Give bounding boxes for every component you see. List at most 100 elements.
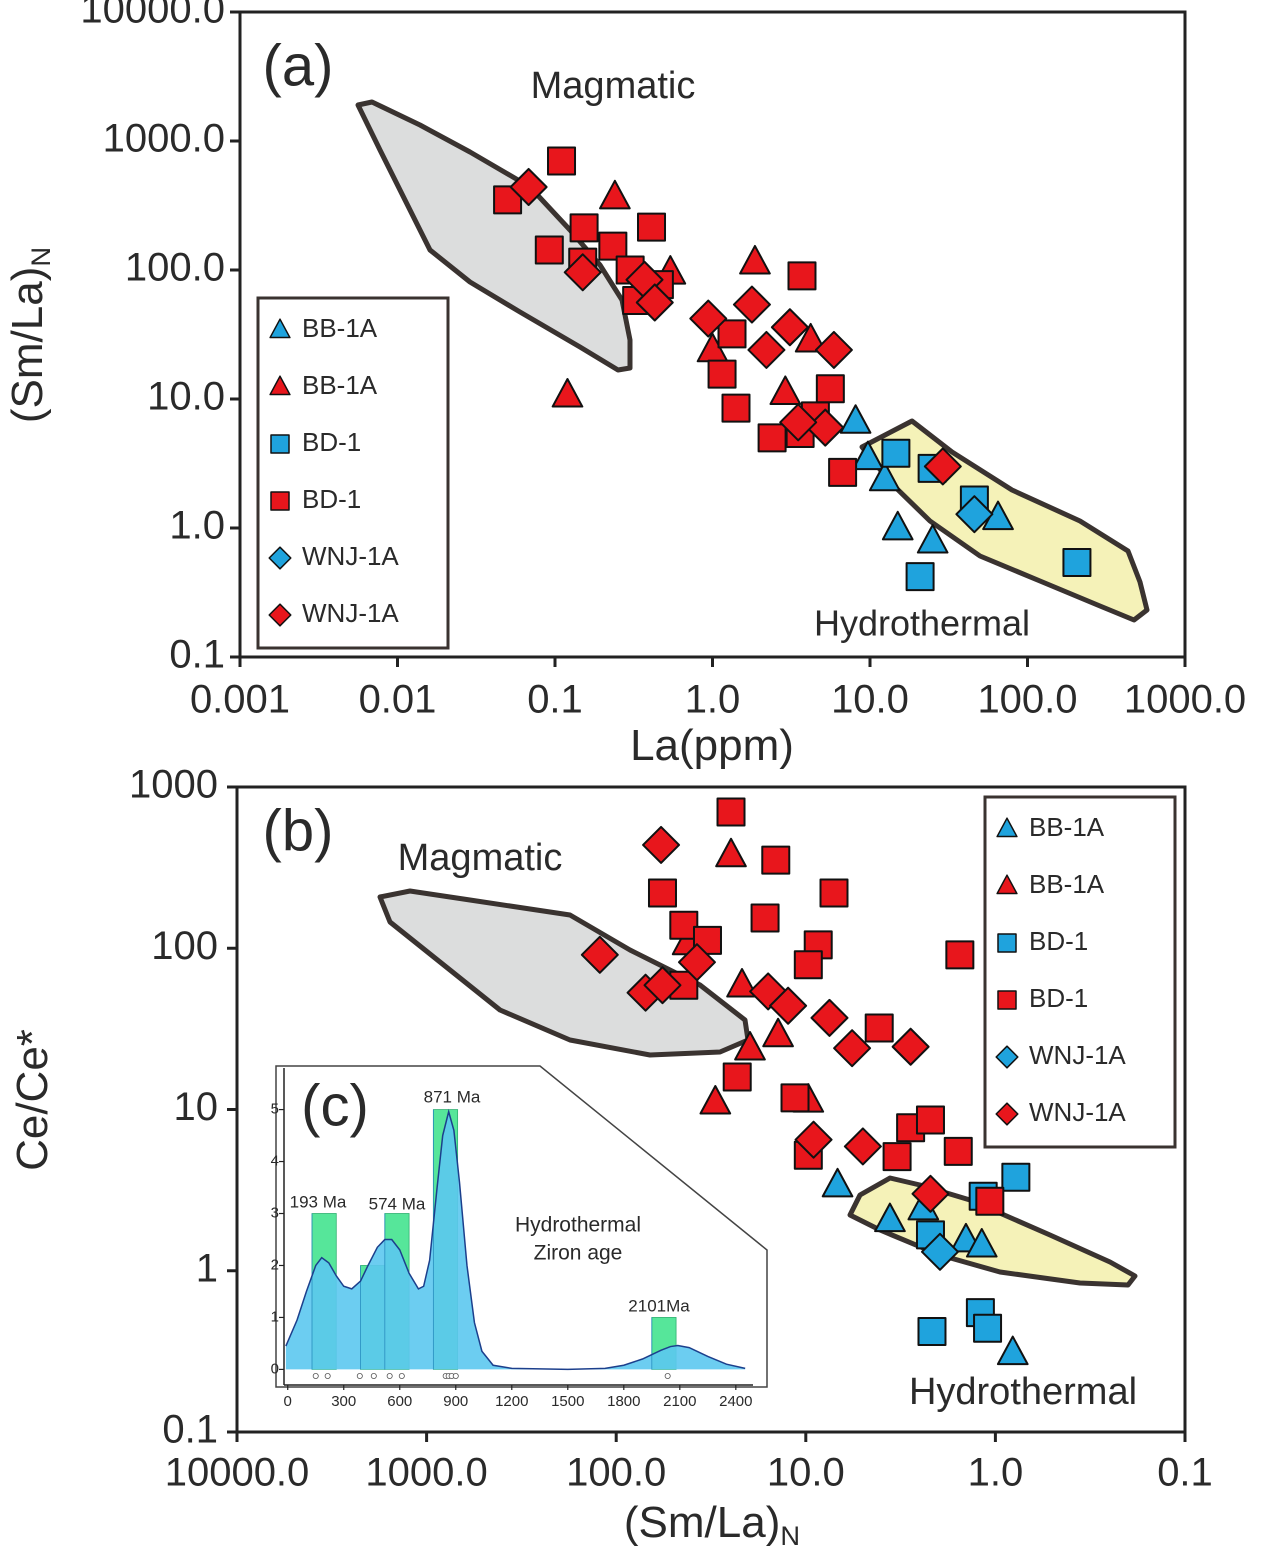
y-tick-label: 10 [174, 1085, 219, 1129]
data-point [833, 1029, 872, 1068]
data-point [828, 457, 858, 487]
data-point [717, 319, 747, 349]
data-point [779, 403, 818, 442]
y-tick-label: 1000 [129, 763, 218, 807]
y-tick-label: 1 [271, 1308, 279, 1325]
y-tick-label: 10000.0 [80, 0, 225, 32]
data-point [793, 950, 823, 980]
age-point [386, 1373, 393, 1380]
data-point [692, 925, 722, 955]
legend-label: BB-1A [302, 370, 378, 400]
x-tick-label: 0.1 [1157, 1451, 1213, 1495]
x-tick-label: 0.01 [359, 678, 437, 722]
data-point [915, 1105, 945, 1135]
x-axis-title: La(ppm) [630, 721, 794, 770]
data-point [715, 837, 747, 868]
panel-c: 0 300 600 900 1200 1500 1800 2100 2400 0 1 2 3 4 5 (c) 1… [271, 1065, 768, 1410]
x-axis-title: (Sm/La)N [624, 1498, 800, 1552]
legend-label: BB-1A [1029, 869, 1105, 899]
x-tick-label: 10.0 [767, 1451, 845, 1495]
data-point [707, 359, 737, 389]
y-tick-label: 0.1 [169, 633, 225, 677]
panel-label: (b) [263, 798, 334, 863]
data-point [1062, 548, 1092, 578]
legend-marker [997, 933, 1017, 953]
legend-marker [269, 375, 291, 396]
data-point [643, 966, 682, 1005]
data-point [916, 524, 949, 554]
data-point [739, 244, 771, 275]
x-axis-title-subscript: N [780, 1520, 800, 1551]
density-area [285, 1111, 746, 1370]
x-tick-label: 1.0 [968, 1451, 1024, 1495]
annotation: Hydrothermal [909, 1371, 1137, 1413]
data-point [868, 461, 901, 492]
annotation: Magmatic [531, 65, 696, 107]
panel-label: (a) [263, 33, 334, 98]
legend-box [256, 296, 450, 650]
data-point [874, 1202, 906, 1233]
x-tick-label: 1000.0 [365, 1451, 487, 1495]
density-line [285, 1108, 746, 1371]
age-point [370, 1373, 377, 1380]
x-tick-label: 1000.0 [1124, 678, 1246, 722]
x-tick-label: 1.0 [685, 678, 741, 722]
data-point [882, 1142, 912, 1172]
y-tick-label: 1.0 [169, 504, 225, 548]
annotation: Hydrothermal [515, 1214, 641, 1237]
data-point [920, 1232, 959, 1271]
legend-marker [268, 603, 292, 627]
x-tick-label: 600 [387, 1393, 412, 1410]
y-tick-label: 1000.0 [103, 117, 225, 161]
x-tick-label: 2100 [663, 1393, 696, 1410]
data-point [975, 1186, 1005, 1216]
data-point [819, 878, 849, 908]
legend-label: BD-1 [302, 427, 361, 457]
data-point [757, 423, 787, 453]
data-point [769, 986, 808, 1025]
legend-label: WNJ-1A [1029, 1040, 1126, 1070]
data-point [852, 440, 884, 471]
data-point [580, 935, 619, 974]
x-tick-label: 1200 [495, 1393, 528, 1410]
panel-b: 10000.0 1000.0 100.0 10.0 1.0 0.10.1110100100… [8, 763, 1213, 1552]
x-tick-label: 10000.0 [165, 1451, 310, 1495]
y-axis-title-main: Ce/Ce* [8, 1029, 57, 1171]
legend-label: WNJ-1A [302, 541, 399, 571]
data-point [794, 1120, 833, 1159]
data-point [761, 845, 791, 875]
legend-label: WNJ-1A [302, 598, 399, 628]
data-point [569, 213, 599, 243]
legend-marker [269, 318, 291, 339]
data-point [635, 283, 674, 322]
legend-label: BD-1 [302, 484, 361, 514]
data-point [973, 1313, 1003, 1343]
data-point [996, 1335, 1029, 1366]
data-point [750, 903, 780, 933]
data-point [780, 1083, 810, 1113]
data-point [881, 510, 914, 541]
data-point [598, 231, 628, 261]
data-point [732, 285, 771, 324]
y-tick-label: 0 [271, 1360, 279, 1377]
data-point [642, 825, 681, 864]
panel-a: 0.001 0.01 0.1 1.0 10.0 100.0 1000.0 0.1 1.0 10.0… [3, 0, 1247, 770]
data-point [669, 910, 699, 940]
data-point [647, 878, 677, 908]
age-point [324, 1373, 331, 1380]
data-point [722, 1062, 752, 1092]
data-point [821, 1167, 854, 1198]
data-point [815, 374, 845, 404]
data-point [794, 322, 827, 353]
data-point [726, 968, 758, 998]
x-tick-label: 300 [331, 1393, 356, 1410]
legend-label: BD-1 [1029, 926, 1088, 956]
legend-label: BD-1 [1029, 983, 1088, 1013]
y-axis-title-subscript: N [25, 247, 56, 267]
y-tick-label: 10.0 [147, 375, 225, 419]
x-tick-label: 0.1 [527, 678, 583, 722]
data-point [599, 179, 631, 210]
data-point [769, 375, 802, 405]
x-tick-label: 100.0 [566, 1451, 666, 1495]
y-axis-title: Ce/Ce* [8, 1029, 57, 1171]
